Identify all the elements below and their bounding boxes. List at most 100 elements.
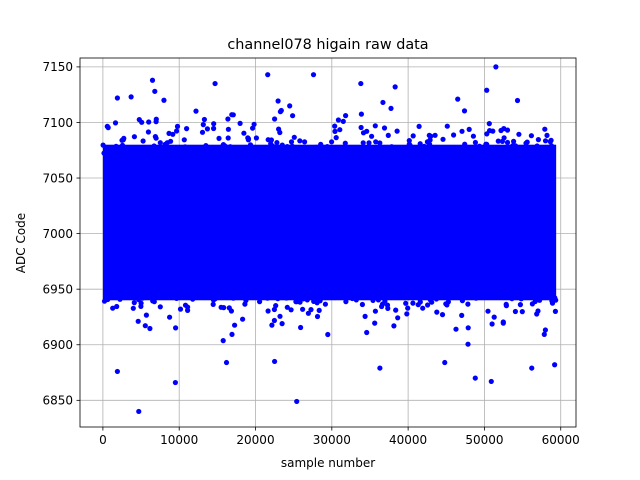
data-point — [377, 145, 383, 151]
outlier-point — [136, 408, 142, 415]
data-point — [240, 316, 246, 322]
data-point — [237, 120, 243, 126]
data-point — [395, 315, 401, 321]
x-tick-label: 60000 — [542, 433, 580, 447]
y-tick-label: 7050 — [42, 171, 73, 185]
data-point — [287, 103, 293, 109]
data-point — [535, 137, 542, 143]
data-point — [525, 146, 532, 153]
data-point — [243, 297, 249, 304]
data-point — [535, 308, 541, 314]
data-point — [427, 297, 433, 303]
data-point — [512, 143, 519, 149]
data-point — [523, 140, 529, 146]
data-point — [406, 138, 412, 144]
data-point — [382, 147, 389, 153]
data-point — [314, 313, 321, 320]
data-point — [465, 341, 471, 347]
data-point — [518, 296, 524, 302]
data-point — [316, 307, 322, 313]
data-point — [459, 298, 465, 304]
data-point — [100, 142, 106, 148]
y-tick-label: 7100 — [42, 116, 73, 130]
data-point — [177, 306, 184, 312]
data-point — [174, 123, 181, 129]
data-point — [244, 150, 250, 156]
outlier-point — [552, 362, 558, 368]
data-point — [277, 313, 283, 319]
data-point — [395, 148, 402, 154]
data-point — [382, 298, 388, 304]
data-point — [220, 338, 226, 344]
outlier-point — [455, 96, 461, 102]
data-point — [462, 291, 468, 297]
data-point — [490, 128, 496, 134]
y-tick-label: 7000 — [42, 227, 73, 241]
data-point — [332, 294, 338, 301]
outlier-point — [271, 358, 278, 365]
data-point — [255, 149, 261, 155]
data-point — [163, 288, 169, 295]
data-point — [355, 148, 362, 155]
data-point — [377, 140, 383, 146]
outlier-point — [294, 398, 300, 405]
data-point — [314, 300, 320, 306]
data-point — [114, 303, 120, 310]
data-point — [358, 111, 364, 117]
data-point — [464, 150, 470, 156]
x-tick-label: 50000 — [465, 433, 503, 447]
data-point — [210, 301, 216, 307]
data-point — [204, 126, 210, 132]
data-point — [207, 149, 214, 155]
dense-point-band — [102, 144, 557, 301]
data-point — [387, 146, 393, 152]
data-point — [105, 290, 111, 296]
data-point — [258, 290, 264, 296]
data-point — [427, 141, 433, 147]
data-point — [543, 294, 549, 300]
data-point — [537, 297, 543, 303]
data-point — [461, 108, 468, 114]
data-point — [166, 130, 172, 136]
data-point — [358, 124, 364, 131]
data-point — [542, 126, 548, 132]
data-point — [190, 296, 196, 302]
data-point — [401, 146, 407, 153]
data-point — [529, 301, 536, 307]
data-point — [394, 128, 400, 134]
data-point — [300, 290, 306, 296]
data-point — [542, 138, 549, 144]
data-point — [358, 289, 364, 295]
outlier-point — [310, 72, 317, 78]
data-point — [308, 293, 314, 299]
data-point — [519, 309, 525, 315]
data-point — [337, 127, 343, 133]
data-point — [318, 141, 324, 147]
data-point — [203, 143, 209, 149]
data-point — [548, 294, 554, 300]
outlier-point — [161, 97, 167, 103]
data-point — [379, 303, 385, 310]
data-point — [227, 144, 233, 150]
data-point — [279, 321, 285, 327]
data-point — [404, 311, 410, 317]
data-point — [539, 291, 545, 297]
data-point — [333, 135, 339, 141]
outlier-point — [265, 72, 271, 78]
data-point — [473, 295, 479, 301]
data-point — [465, 325, 471, 331]
data-point — [255, 145, 261, 151]
chart-title: channel078 higain raw data — [227, 37, 428, 53]
data-point — [432, 132, 438, 138]
data-point — [369, 133, 375, 139]
data-point — [484, 141, 490, 147]
data-point — [234, 294, 240, 300]
data-point — [245, 136, 252, 142]
data-point — [372, 308, 378, 314]
x-tick-label: 30000 — [313, 433, 351, 447]
data-point — [360, 140, 366, 146]
data-point — [200, 293, 206, 299]
data-point — [501, 126, 507, 132]
x-tick-label: 10000 — [160, 433, 198, 447]
